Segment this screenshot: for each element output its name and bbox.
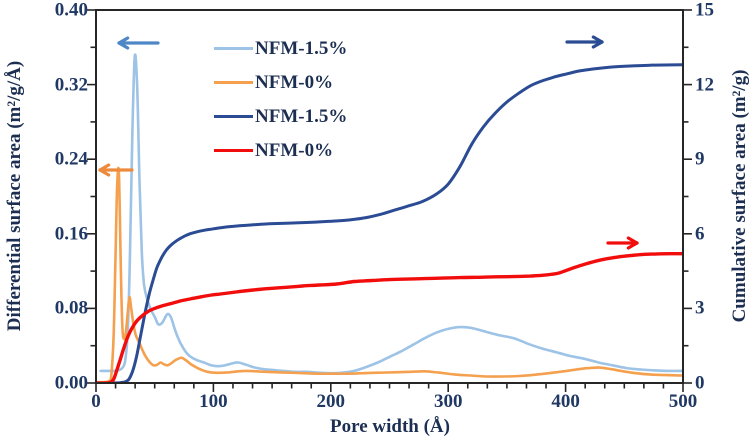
legend-item-label: NFM-1.5% [255,37,348,59]
axis-tick-label: 9 [695,148,705,170]
differential-axis-arrow-blue [117,36,160,50]
legend-line-swatch [214,148,253,152]
legend: NFM-1.5% NFM-0% NFM-1.5% NFM-0% [214,37,347,173]
axis-tick-label: 0.00 [54,372,88,394]
axis-tick-label: 12 [695,74,714,96]
axis-tick-label: 3 [695,297,705,319]
legend-line-swatch [214,114,253,118]
differential-axis-arrow-orange [98,163,134,177]
series-line-cumulative-nfm-1-5- [95,63,684,384]
legend-item-cumulative-nfm-0: NFM-0% [214,139,347,161]
series-line-differential-nfm-1-5- [99,53,684,375]
legend-item-cumulative-nfm-1-5: NFM-1.5% [214,105,347,127]
axis-tick-label: 300 [433,391,463,412]
x-axis-title: Pore width (Å) [330,416,450,437]
legend-item-label: NFM-1.5% [255,105,348,127]
left-axis-title: Differential surface area (m²/g/Å) [4,60,25,332]
legend-item-label: NFM-0% [255,71,334,93]
axis-tick-label: 500 [668,391,698,412]
right-axis-title: Cumulative surface area (m²/g) [729,69,750,323]
axis-tick-label: 0.32 [54,74,88,96]
axis-tick-label: 0.40 [54,0,88,21]
axis-tick-label: 15 [695,0,714,21]
axis-ticks [87,9,692,392]
legend-line-swatch [214,46,253,50]
axis-tick-label: 0 [91,391,101,412]
axis-tick-label: 200 [316,391,346,412]
axis-tick-label: 0.24 [54,148,88,170]
axis-tick-label: 100 [199,391,228,412]
cumulative-axis-arrow-red [606,236,639,250]
cumulative-axis-arrow-navy [565,35,604,49]
legend-line-swatch [214,80,253,84]
axis-arrows [98,35,639,250]
series-curves [95,53,684,384]
series-line-differential-nfm-0- [97,166,684,384]
series-line-cumulative-nfm-0- [95,252,684,384]
axis-tick-label: 0 [695,372,705,394]
axis-tick-label: 6 [695,223,705,245]
legend-item-label: NFM-0% [255,139,334,161]
axis-tick-label: 400 [551,391,580,412]
plot-frame [95,9,684,384]
axis-tick-label: 0.16 [54,223,88,245]
legend-item-differential-nfm-0: NFM-0% [214,71,347,93]
axis-tick-label: 0.08 [54,297,88,319]
legend-item-differential-nfm-1-5: NFM-1.5% [214,37,347,59]
